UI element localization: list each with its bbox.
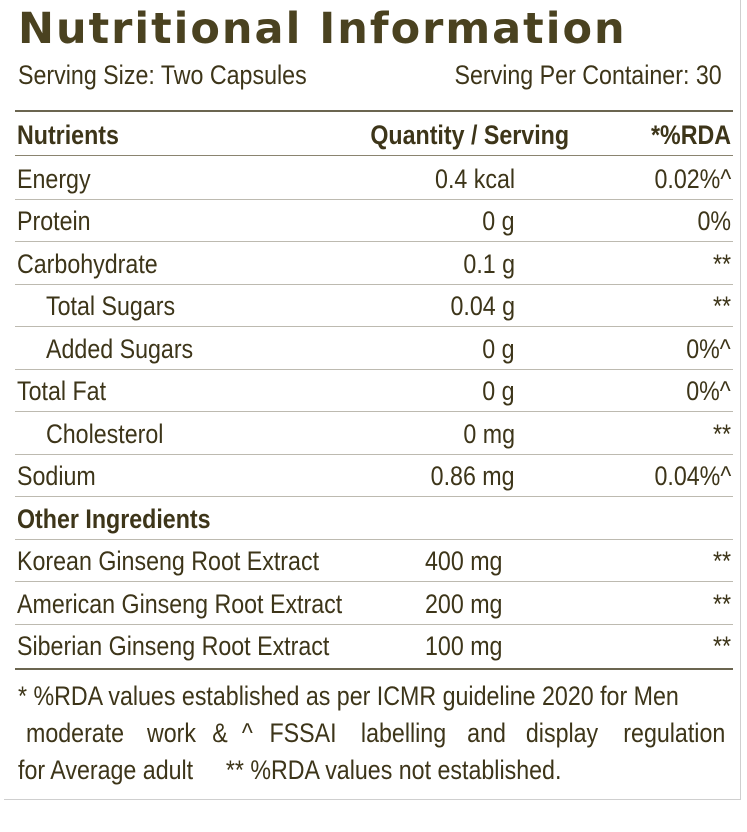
nutrient-quantity: 0 g bbox=[482, 334, 515, 364]
footnote-word: regulation bbox=[623, 718, 726, 748]
servings-per-container: Serving Per Container: 30 bbox=[454, 60, 722, 90]
footnote-word: moderate bbox=[25, 718, 125, 748]
nutrient-quantity: 0.1 g bbox=[463, 249, 515, 279]
ingredient-row: Siberian Ginseng Root Extract 100 mg ** bbox=[15, 625, 733, 667]
nutrient-row: Energy 0.4 kcal 0.02%^ bbox=[15, 158, 733, 200]
row-divider bbox=[15, 369, 733, 370]
row-divider bbox=[15, 326, 733, 327]
nutrient-name: Cholesterol bbox=[46, 419, 164, 449]
footnote-line: * %RDA values established as per ICMR gu… bbox=[18, 681, 679, 711]
footnote-word: FSSAI bbox=[269, 718, 338, 748]
rda-column-header: *%RDA bbox=[651, 120, 731, 150]
footnote-divider bbox=[15, 668, 733, 670]
nutrient-name: Added Sugars bbox=[46, 334, 194, 364]
nutrient-row: Total Sugars 0.04 g ** bbox=[15, 285, 733, 327]
footnote-word: labelling bbox=[360, 718, 446, 748]
nutrient-quantity: 0.4 kcal bbox=[434, 164, 515, 194]
header-divider bbox=[15, 110, 733, 112]
ingredient-name: Korean Ginseng Root Extract bbox=[17, 546, 320, 576]
footnote-word: ^ bbox=[241, 718, 253, 748]
row-divider bbox=[15, 496, 733, 497]
nutrient-rda: ** bbox=[712, 419, 731, 449]
nutrient-name: Sodium bbox=[17, 461, 96, 491]
nutrient-row: Carbohydrate 0.1 g ** bbox=[15, 243, 733, 285]
panel-title: Nutritional Information bbox=[18, 4, 627, 54]
nutrient-row: Protein 0 g 0% bbox=[15, 200, 733, 242]
ingredient-name: Siberian Ginseng Root Extract bbox=[17, 631, 330, 661]
row-divider bbox=[15, 539, 733, 540]
row-divider bbox=[15, 284, 733, 285]
table-header-row: Nutrients Quantity / Serving *%RDA bbox=[15, 114, 733, 156]
nutrient-row: Cholesterol 0 mg ** bbox=[15, 413, 733, 455]
nutrient-rda: 0% bbox=[697, 206, 731, 236]
nutrient-rda: ** bbox=[712, 291, 731, 321]
serving-size: Serving Size: Two Capsules bbox=[18, 60, 307, 90]
footnote-text: for Average adult bbox=[18, 755, 194, 785]
nutrient-quantity: 0 g bbox=[482, 206, 515, 236]
ingredient-rda: ** bbox=[712, 631, 731, 661]
nutrient-name: Carbohydrate bbox=[17, 249, 158, 279]
nutrient-name: Energy bbox=[17, 164, 91, 194]
nutrition-panel: Nutritional Information Serving Size: Tw… bbox=[4, 0, 741, 800]
ingredient-quantity: 400 mg bbox=[425, 546, 503, 576]
footnote-word: & bbox=[212, 718, 229, 748]
nutrient-row: Sodium 0.86 mg 0.04%^ bbox=[15, 455, 733, 497]
nutrient-rda: 0.04%^ bbox=[654, 461, 731, 491]
footnote-text: ** %RDA values not established. bbox=[225, 755, 562, 785]
nutrient-quantity: 0 mg bbox=[463, 419, 515, 449]
ingredient-quantity: 100 mg bbox=[425, 631, 503, 661]
footnote-word: work bbox=[147, 718, 197, 748]
ingredient-rda: ** bbox=[712, 589, 731, 619]
nutrient-row: Added Sugars 0 g 0%^ bbox=[15, 328, 733, 370]
nutrient-quantity: 0.86 mg bbox=[431, 461, 515, 491]
row-divider bbox=[15, 581, 733, 582]
nutrient-rda: ** bbox=[712, 249, 731, 279]
nutrient-row: Total Fat 0 g 0%^ bbox=[15, 370, 733, 412]
ingredient-row: American Ginseng Root Extract 200 mg ** bbox=[15, 583, 733, 625]
nutrient-quantity: 0.04 g bbox=[450, 291, 515, 321]
row-divider bbox=[15, 411, 733, 412]
ingredient-name: American Ginseng Root Extract bbox=[17, 589, 343, 619]
row-divider bbox=[15, 241, 733, 242]
row-divider bbox=[15, 155, 733, 156]
nutrient-name: Total Sugars bbox=[46, 291, 176, 321]
nutrient-rda: 0%^ bbox=[686, 376, 731, 406]
nutrients-column-header: Nutrients bbox=[17, 120, 119, 150]
row-divider bbox=[15, 624, 733, 625]
other-ingredients-heading: Other Ingredients bbox=[17, 504, 211, 534]
footnote-line: moderate work & ^ FSSAI labelling and display re… bbox=[18, 715, 734, 752]
nutrient-rda: 0.02%^ bbox=[654, 164, 731, 194]
footnote-word: display bbox=[526, 718, 599, 748]
quantity-column-header: Quantity / Serving bbox=[370, 120, 569, 150]
nutrient-rda: 0%^ bbox=[686, 334, 731, 364]
nutrient-name: Protein bbox=[17, 206, 91, 236]
ingredient-row: Korean Ginseng Root Extract 400 mg ** bbox=[15, 540, 733, 582]
row-divider bbox=[15, 199, 733, 200]
row-divider bbox=[15, 454, 733, 455]
ingredient-quantity: 200 mg bbox=[425, 589, 503, 619]
ingredient-rda: ** bbox=[712, 546, 731, 576]
footnote-line: for Average adult ** %RDA values not esta… bbox=[18, 752, 634, 789]
nutrient-name: Total Fat bbox=[17, 376, 107, 406]
nutrient-quantity: 0 g bbox=[482, 376, 515, 406]
footnote-word: and bbox=[467, 718, 506, 748]
other-ingredients-heading-row: Other Ingredients bbox=[15, 498, 733, 540]
footnote: * %RDA values established as per ICMR gu… bbox=[18, 678, 734, 789]
